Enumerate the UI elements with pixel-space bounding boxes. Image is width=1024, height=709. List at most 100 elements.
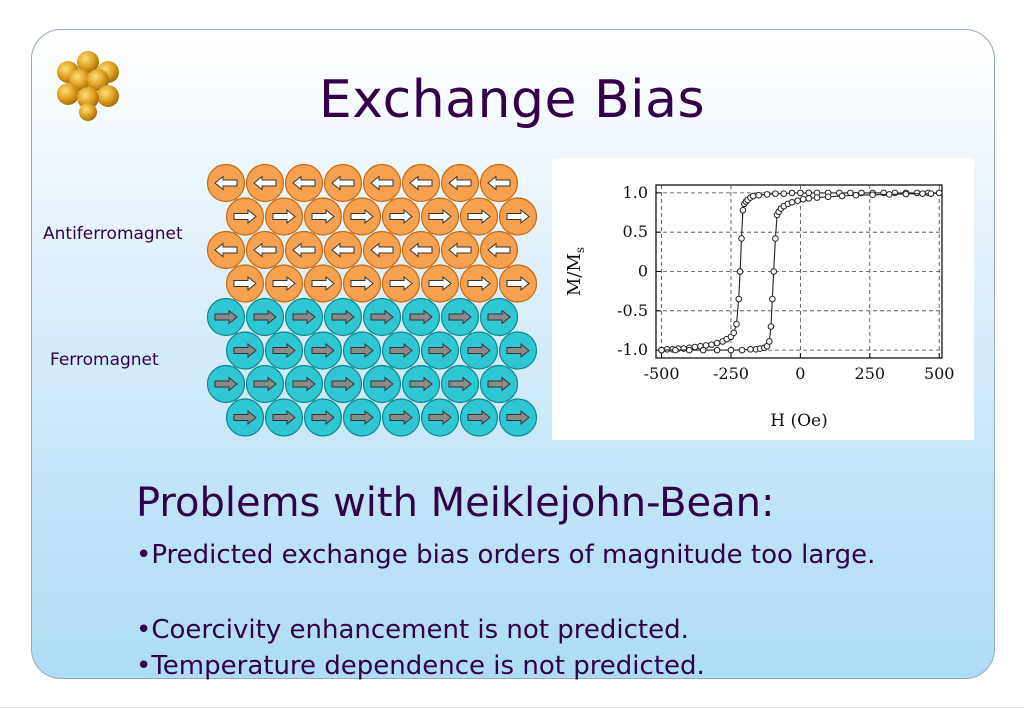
afm-atom [245, 230, 285, 270]
spin-arrow-icon [253, 242, 277, 258]
data-point [788, 189, 796, 197]
antiferromagnet-label: Antiferromagnet [43, 224, 183, 244]
spin-arrow-icon [467, 275, 491, 292]
data-point [736, 268, 744, 275]
spin-arrow-right-icon [350, 409, 374, 426]
data-point [885, 191, 893, 198]
x-tick-label: 250 [855, 364, 886, 383]
fm-atom [401, 364, 441, 404]
spin-arrow-right-icon [506, 342, 530, 359]
fm-atom [362, 364, 402, 404]
spin-arrow-icon [292, 175, 316, 191]
afm-atom [225, 197, 265, 236]
fm-atom [498, 331, 538, 370]
afm-atom [498, 197, 538, 236]
spin-arrow-right-icon [292, 376, 316, 392]
afm-atom [284, 230, 324, 270]
spin-arrow-icon [448, 175, 472, 191]
afm-atom [401, 230, 441, 270]
data-point [858, 189, 865, 197]
spin-arrow-right-icon [448, 376, 472, 392]
data-point [788, 199, 796, 206]
spin-arrow-icon [272, 275, 296, 292]
data-point [794, 197, 801, 205]
spin-arrow-right-icon [292, 309, 316, 325]
spin-arrow-right-icon [272, 342, 296, 359]
fm-atom [264, 331, 304, 370]
fm-atom [264, 398, 304, 437]
spin-arrow-right-icon [487, 309, 511, 325]
afm-atom [303, 197, 343, 236]
afm-atom [303, 264, 343, 303]
afm-atom [479, 163, 519, 203]
fm-atom [420, 331, 460, 370]
data-point [755, 191, 763, 199]
atom-cluster-icon [57, 51, 119, 121]
spin-arrow-icon [370, 175, 394, 191]
ferromagnet-label: Ferromagnet [50, 350, 159, 370]
spin-arrow-right-icon [272, 409, 296, 426]
spin-arrow-icon [214, 242, 238, 258]
afm-atom [479, 230, 519, 270]
data-point [686, 346, 693, 354]
afm-atom [206, 163, 246, 203]
data-point [772, 235, 779, 242]
spin-arrow-icon [311, 275, 335, 292]
data-point [658, 346, 665, 354]
y-tick-label: 1.0 [623, 183, 648, 202]
spin-arrow-icon [233, 275, 257, 292]
afm-atom [401, 163, 441, 203]
spin-arrow-right-icon [487, 376, 511, 392]
data-point [749, 192, 757, 200]
fm-atom [284, 297, 324, 337]
fm-atom [381, 398, 421, 437]
data-point [727, 346, 735, 354]
spin-arrow-icon [506, 275, 530, 292]
spin-arrow-right-icon [253, 309, 277, 325]
data-point [765, 338, 773, 345]
fm-atom [440, 297, 480, 337]
fm-atom [342, 331, 382, 370]
afm-atom [342, 197, 382, 236]
afm-atom [459, 264, 499, 303]
data-point [847, 189, 854, 197]
data-point [780, 190, 788, 197]
fm-atom [381, 331, 421, 370]
data-point [735, 295, 743, 303]
afm-atom [225, 264, 265, 303]
fm-atom [303, 331, 343, 370]
afm-atom [323, 230, 363, 270]
x-tick-label: -500 [644, 364, 680, 383]
afm-atom [420, 264, 460, 303]
spin-arrow-right-icon [409, 376, 433, 392]
spin-arrow-icon [448, 242, 472, 258]
spin-arrow-icon [487, 242, 511, 258]
fm-atom [323, 364, 363, 404]
afm-atom [362, 163, 402, 203]
spin-arrow-icon [350, 275, 374, 292]
data-point [799, 195, 807, 203]
afm-atom [245, 163, 285, 203]
afm-atom [498, 264, 538, 303]
data-point [763, 191, 771, 198]
spin-arrow-right-icon [253, 376, 277, 392]
data-point [767, 323, 775, 330]
data-point [738, 346, 746, 354]
afm-atom [420, 197, 460, 236]
data-point [699, 346, 707, 354]
data-point [730, 329, 738, 337]
data-point [772, 190, 779, 197]
spin-arrow-icon [331, 242, 355, 258]
fm-atom [479, 364, 519, 404]
slide-title: Exchange Bias [318, 70, 706, 130]
fm-atom [303, 398, 343, 437]
data-point [927, 190, 935, 197]
spin-arrow-right-icon [214, 309, 238, 325]
afm-atom [264, 264, 304, 303]
spin-arrow-icon [389, 275, 413, 292]
x-tick-label: 0 [795, 364, 805, 383]
fm-atom [323, 297, 363, 337]
data-point [713, 339, 721, 347]
bullet-1: •Predicted exchange bias orders of magni… [136, 540, 876, 570]
bullet-2: •Coercivity enhancement is not predicted… [136, 615, 689, 645]
